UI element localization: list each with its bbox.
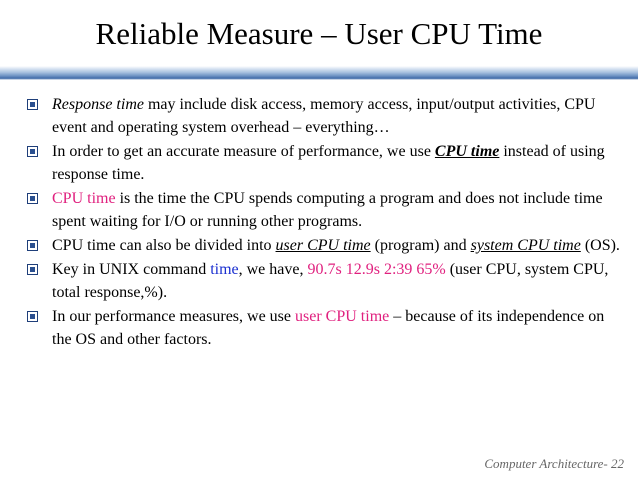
- bullet-text: (OS).: [580, 237, 620, 254]
- slide-footer: Computer Architecture- 22: [484, 456, 624, 471]
- term-response-time: Response time: [52, 96, 144, 113]
- bullet-text: may include disk access, memory access, …: [52, 96, 596, 136]
- bullet-accurate-measure: In order to get an accurate measure of p…: [26, 140, 626, 186]
- term-user-cpu-time: user CPU time: [275, 237, 371, 254]
- title-divider: [0, 66, 638, 80]
- term-time-command: time: [210, 261, 239, 278]
- square-bullet-icon: [27, 240, 38, 251]
- bullet-unix-time-command: Key in UNIX command time, we have, 90.7s…: [26, 258, 626, 304]
- bullet-cpu-time-division: CPU time can also be divided into user C…: [26, 234, 626, 257]
- bullet-text: CPU time can also be divided into: [52, 237, 276, 254]
- time-output-values: 90.7s 12.9s 2:39 65%: [307, 261, 446, 278]
- term-cpu-time: CPU time: [434, 143, 500, 160]
- bullet-response-time: Response time may include disk access, m…: [26, 93, 626, 139]
- bullet-text: Key in UNIX command: [52, 261, 211, 278]
- bullet-text: (user CPU, system CPU, total response,%)…: [52, 261, 609, 301]
- slide-title: Reliable Measure – User CPU Time: [95, 16, 543, 51]
- bullet-text: instead of using response time.: [52, 143, 605, 183]
- bullet-cpu-time-definition: CPU time is the time the CPU spends comp…: [26, 187, 626, 233]
- square-bullet-icon: [27, 311, 38, 322]
- term-cpu-time-highlight: CPU time: [52, 190, 116, 207]
- bullet-text: (program) and: [370, 237, 471, 254]
- square-bullet-icon: [27, 264, 38, 275]
- square-bullet-icon: [27, 146, 38, 157]
- bullet-text: , we have,: [238, 261, 308, 278]
- bullet-text: is the time the CPU spends computing a p…: [52, 190, 603, 230]
- bullet-text: In order to get an accurate measure of p…: [52, 143, 435, 160]
- term-system-cpu-time: system CPU time: [470, 237, 581, 254]
- term-user-cpu-time-highlight: user CPU time: [295, 308, 390, 325]
- bullet-text: In our performance measures, we use: [52, 308, 296, 325]
- bullet-list: Response time may include disk access, m…: [26, 93, 626, 352]
- square-bullet-icon: [27, 99, 38, 110]
- square-bullet-icon: [27, 193, 38, 204]
- bullet-text: – because of its independence on the OS …: [52, 308, 605, 348]
- bullet-performance-measures: In our performance measures, we use user…: [26, 305, 626, 351]
